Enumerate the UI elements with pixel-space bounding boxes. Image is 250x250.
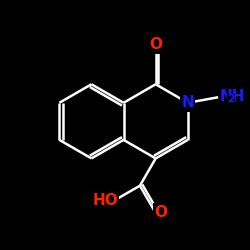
Text: O: O xyxy=(149,37,162,52)
Text: N: N xyxy=(182,95,194,110)
Text: 2: 2 xyxy=(227,94,235,104)
Text: O: O xyxy=(154,204,167,220)
Text: NH: NH xyxy=(220,88,246,104)
Text: HO: HO xyxy=(92,194,118,208)
